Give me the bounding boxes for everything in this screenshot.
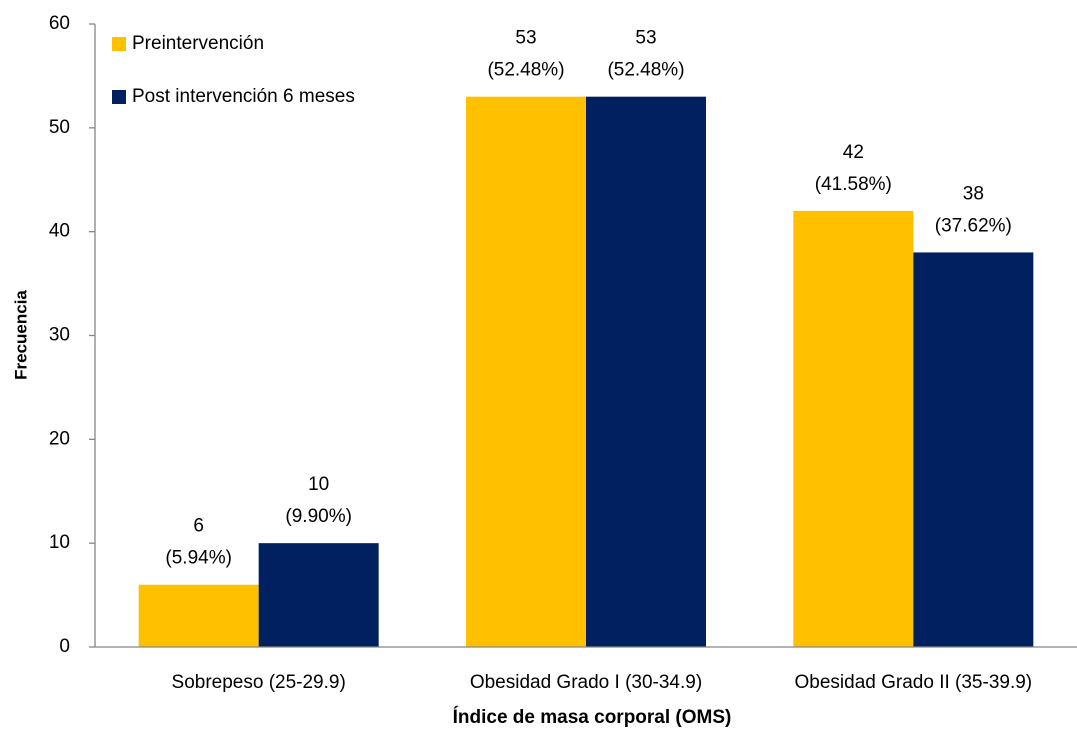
value-label: 10 — [308, 474, 329, 495]
legend-swatch — [112, 90, 126, 104]
bar — [466, 96, 586, 647]
y-tick-label: 40 — [49, 221, 70, 242]
value-label: 53 — [515, 28, 536, 49]
value-label: 42 — [843, 142, 864, 163]
value-label: 38 — [963, 183, 984, 204]
x-tick-label: Obesidad Grado II (35-39.9) — [795, 672, 1033, 693]
y-axis-label: Frecuencia — [11, 290, 30, 380]
bar — [138, 584, 259, 647]
bar — [913, 252, 1034, 647]
value-label: 6 — [193, 516, 204, 537]
value-label: (9.90%) — [285, 506, 352, 527]
legend-label: Preintervención — [132, 33, 264, 54]
y-tick-label: 50 — [49, 117, 70, 138]
x-axis-label: Índice de masa corporal (OMS) — [453, 706, 732, 728]
y-tick-label: 30 — [49, 325, 70, 346]
value-label: (37.62%) — [935, 215, 1012, 236]
bar — [258, 543, 379, 647]
value-label: 53 — [635, 28, 656, 49]
value-label: (5.94%) — [165, 548, 232, 569]
bar — [586, 96, 706, 647]
x-tick-label: Sobrepeso (25-29.9) — [172, 672, 346, 693]
value-label: (52.48%) — [607, 60, 684, 81]
x-tick-label: Obesidad Grado I (30-34.9) — [470, 672, 702, 693]
y-tick-label: 10 — [49, 532, 70, 553]
y-tick-label: 60 — [49, 13, 70, 34]
y-tick-label: 0 — [59, 636, 70, 657]
value-label: (41.58%) — [815, 174, 892, 195]
value-label: (52.48%) — [487, 60, 564, 81]
y-tick-label: 20 — [49, 428, 70, 449]
bar — [793, 210, 914, 647]
legend-label: Post intervención 6 meses — [132, 86, 355, 107]
legend-swatch — [112, 37, 126, 51]
